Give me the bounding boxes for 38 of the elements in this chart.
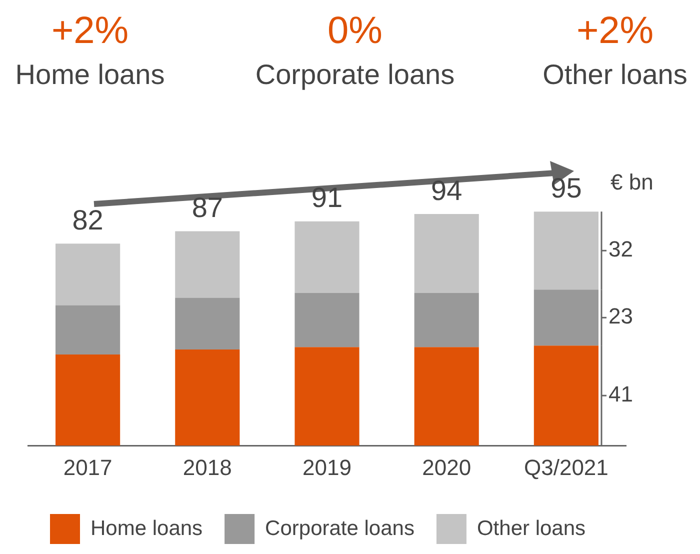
text: +2% <box>50 9 130 54</box>
data-label: 41 <box>608 382 633 407</box>
data-label: 32 <box>608 236 633 262</box>
bar <box>534 290 598 346</box>
bar <box>175 298 240 350</box>
bar <box>175 350 240 446</box>
total-label: 87 <box>192 192 223 224</box>
bar <box>56 305 120 354</box>
total-label: 82 <box>72 204 104 236</box>
bar <box>56 244 120 306</box>
data-label: 23 <box>608 304 633 329</box>
x-tick-label: 2019 <box>302 454 352 480</box>
bar <box>534 346 598 446</box>
text: Other loans <box>542 58 688 92</box>
bar <box>294 221 360 293</box>
text: +2% <box>575 9 655 54</box>
bar <box>294 292 360 348</box>
text: Home loans <box>14 58 166 92</box>
y-axis-title: € bn <box>610 170 654 195</box>
text: Corporate loans <box>254 58 456 92</box>
bar <box>414 292 479 348</box>
x-tick-label: 2017 <box>63 454 112 480</box>
bar <box>414 214 479 293</box>
bar <box>414 347 479 446</box>
bar <box>294 347 360 446</box>
text: 0% <box>326 9 384 54</box>
legend-label: Other loans <box>476 516 586 540</box>
total-label: 95 <box>550 172 582 204</box>
legend-label: Corporate loans <box>265 516 414 540</box>
x-tick-label: 2020 <box>422 454 472 480</box>
total-label: 91 <box>311 182 343 214</box>
bar <box>175 231 240 298</box>
x-tick-label: Q3/2021 <box>524 454 608 480</box>
bar <box>534 212 598 290</box>
total-label: 94 <box>431 174 462 206</box>
bar <box>56 354 120 446</box>
legend-label: Home loans <box>90 516 203 540</box>
x-tick-label: 2018 <box>182 454 232 480</box>
